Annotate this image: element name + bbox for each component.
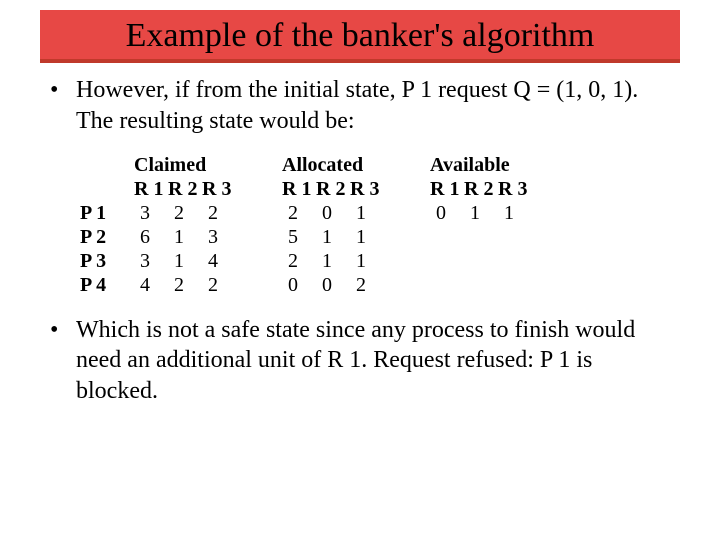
allocated-matrix: Allocated R 1 R 2 R 3 201 511 211 002 — [282, 153, 384, 297]
table-row: 002 — [282, 273, 384, 297]
table-row: 314 — [134, 249, 236, 273]
cell: 1 — [464, 201, 498, 225]
proc-label: P 1 — [80, 201, 134, 225]
resource-headers: R 1 R 2 R 3 — [282, 177, 384, 201]
col-header: R 1 — [134, 177, 168, 201]
cell: 4 — [202, 249, 236, 273]
allocated-label: Allocated — [282, 153, 384, 177]
table-row: 211 — [282, 249, 384, 273]
bullet-1-text: However, if from the initial state, P 1 … — [76, 75, 670, 136]
cell: 0 — [282, 273, 316, 297]
title-box: Example of the banker's algorithm — [40, 10, 680, 63]
cell: 2 — [282, 201, 316, 225]
cell: 0 — [430, 201, 464, 225]
tables-zone: P 1 P 2 P 3 P 4 Claimed R 1 R 2 R 3 322 … — [50, 153, 670, 297]
cell: 4 — [134, 273, 168, 297]
bullet-1: • However, if from the initial state, P … — [50, 75, 670, 136]
table-row: 322 — [134, 201, 236, 225]
available-label: Available — [430, 153, 532, 177]
proc-label: P 4 — [80, 273, 134, 297]
col-header: R 1 — [430, 177, 464, 201]
cell: 2 — [168, 201, 202, 225]
cell: 1 — [350, 249, 384, 273]
cell: 2 — [350, 273, 384, 297]
resource-headers: R 1 R 2 R 3 — [134, 177, 236, 201]
bullet-2-text: Which is not a safe state since any proc… — [76, 315, 670, 407]
col-header: R 3 — [202, 177, 236, 201]
available-matrix: Available R 1 R 2 R 3 011 — [430, 153, 532, 225]
col-header: R 3 — [350, 177, 384, 201]
col-header: R 2 — [316, 177, 350, 201]
cell: 1 — [350, 225, 384, 249]
cell: 3 — [202, 225, 236, 249]
slide-title: Example of the banker's algorithm — [50, 16, 670, 55]
proc-label: P 2 — [80, 225, 134, 249]
bullet-marker: • — [50, 315, 76, 407]
claimed-matrix: Claimed R 1 R 2 R 3 322 613 314 422 — [134, 153, 236, 297]
cell: 1 — [168, 225, 202, 249]
col-header: R 1 — [282, 177, 316, 201]
table-row: 613 — [134, 225, 236, 249]
resource-headers: R 1 R 2 R 3 — [430, 177, 532, 201]
cell: 2 — [202, 201, 236, 225]
bullet-2: • Which is not a safe state since any pr… — [50, 315, 670, 407]
proc-label: P 3 — [80, 249, 134, 273]
cell: 1 — [350, 201, 384, 225]
cell: 2 — [168, 273, 202, 297]
cell: 6 — [134, 225, 168, 249]
cell: 3 — [134, 249, 168, 273]
cell: 2 — [282, 249, 316, 273]
process-labels: P 1 P 2 P 3 P 4 — [80, 153, 134, 297]
cell: 1 — [498, 201, 532, 225]
bullet-marker: • — [50, 75, 76, 136]
col-header: R 3 — [498, 177, 532, 201]
cell: 1 — [168, 249, 202, 273]
claimed-label: Claimed — [134, 153, 236, 177]
table-row: 422 — [134, 273, 236, 297]
cell: 2 — [202, 273, 236, 297]
cell: 1 — [316, 225, 350, 249]
cell: 3 — [134, 201, 168, 225]
table-row: 011 — [430, 201, 532, 225]
cell: 0 — [316, 201, 350, 225]
col-header: R 2 — [168, 177, 202, 201]
cell: 1 — [316, 249, 350, 273]
table-row: 201 — [282, 201, 384, 225]
col-header: R 2 — [464, 177, 498, 201]
cell: 0 — [316, 273, 350, 297]
slide-content: • However, if from the initial state, P … — [0, 63, 720, 407]
cell: 5 — [282, 225, 316, 249]
table-row: 511 — [282, 225, 384, 249]
